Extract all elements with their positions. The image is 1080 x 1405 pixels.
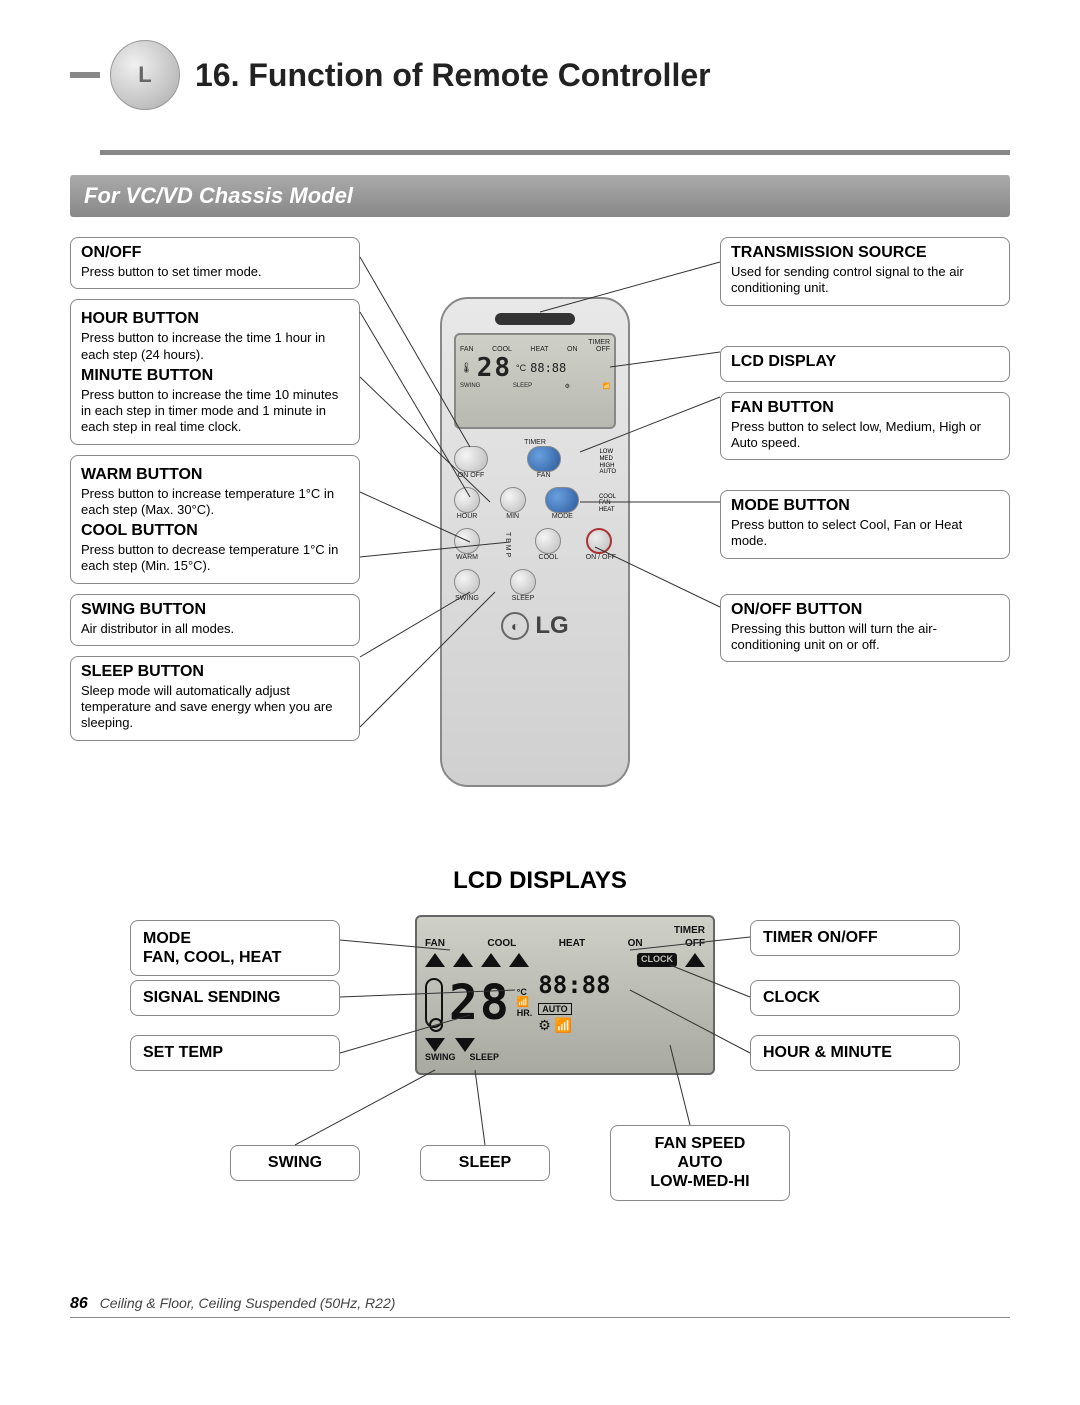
remote-controller-graphic: TIMER FAN COOL HEAT ON OFF 🌡 28 °C 88:88… <box>440 297 630 787</box>
callout-text: Air distributor in all modes. <box>81 621 349 637</box>
callout-fan: FAN BUTTON Press button to select low, M… <box>720 392 1010 461</box>
callout-transmission: TRANSMISSION SOURCE Used for sending con… <box>720 237 1010 306</box>
callout-text: Sleep mode will automatically adjust tem… <box>81 683 349 732</box>
page-footer: 86 Ceiling & Floor, Ceiling Suspended (5… <box>70 1295 1010 1318</box>
callout-title: WARM BUTTON <box>81 466 349 484</box>
callout-warm-cool: WARM BUTTON Press button to increase tem… <box>70 455 360 584</box>
sleep-button[interactable] <box>510 569 536 595</box>
left-callouts: ON/OFF Press button to set timer mode. H… <box>70 237 360 751</box>
lcd-display-graphic: TIMER FAN COOL HEAT ON OFF CLOCK 28 <box>415 915 715 1075</box>
warm-button[interactable] <box>454 528 480 554</box>
callout-title: MODE BUTTON <box>731 497 999 515</box>
page-title: 16. Function of Remote Controller <box>195 57 1010 94</box>
lcd-tag-timer: TIMER ON/OFF <box>750 920 960 956</box>
lg-coin-icon: L <box>110 40 180 110</box>
lcd-tag-settemp: SET TEMP <box>130 1035 340 1071</box>
remote-diagram-area: ON/OFF Press button to set timer mode. H… <box>70 237 1010 827</box>
callout-text: Press button to increase temperature 1°C… <box>81 486 349 519</box>
callout-text: Press button to select Cool, Fan or Heat… <box>731 517 999 550</box>
callout-hour: HOUR BUTTON Press button to increase the… <box>70 299 360 444</box>
callout-mode: MODE BUTTON Press button to select Cool,… <box>720 490 1010 559</box>
callout-title: ON/OFF <box>81 244 349 262</box>
label-timer: TIMER <box>454 439 616 446</box>
page-header: L 16. Function of Remote Controller <box>70 40 1010 110</box>
callout-lcd: LCD DISPLAY <box>720 346 1010 382</box>
callout-text: Pressing this button will turn the air-c… <box>731 621 999 654</box>
lcd-diagram-area: TIMER FAN COOL HEAT ON OFF CLOCK 28 <box>70 915 1010 1265</box>
lcd-tag-swing: SWING <box>230 1145 360 1181</box>
swing-indicator-icon <box>425 1038 445 1052</box>
callout-text: Press button to decrease temperature 1°C… <box>81 542 349 575</box>
lcd-tag-signal: SIGNAL SENDING <box>130 980 340 1016</box>
mode-button[interactable] <box>545 487 579 513</box>
callout-title: SLEEP BUTTON <box>81 663 349 681</box>
lcd-tag-sleep: SLEEP <box>420 1145 550 1181</box>
mode-indicator-icon <box>685 953 705 967</box>
swing-button[interactable] <box>454 569 480 595</box>
sleep-indicator-icon <box>455 1038 475 1052</box>
callout-title: FAN BUTTON <box>731 399 999 417</box>
callout-onoff-timer: ON/OFF Press button to set timer mode. <box>70 237 360 289</box>
callout-sleep: SLEEP BUTTON Sleep mode will automatical… <box>70 656 360 741</box>
page-number: 86 <box>70 1295 88 1312</box>
model-subtitle-bar: For VC/VD Chassis Model <box>70 175 1010 217</box>
minute-button[interactable] <box>500 487 526 513</box>
callout-text: Press button to set timer mode. <box>81 264 349 280</box>
callout-title: TRANSMISSION SOURCE <box>731 244 999 262</box>
hour-button[interactable] <box>454 487 480 513</box>
callout-text: Press button to increase the time 1 hour… <box>81 330 349 363</box>
cool-button[interactable] <box>535 528 561 554</box>
mode-indicator-icon <box>481 953 501 967</box>
ir-window-icon <box>495 313 575 325</box>
remote-lcd-mini: TIMER FAN COOL HEAT ON OFF 🌡 28 °C 88:88… <box>454 333 616 429</box>
mode-indicator-icon <box>509 953 529 967</box>
callout-text: Press button to select low, Medium, High… <box>731 419 999 452</box>
lcd-tag-clock: CLOCK <box>750 980 960 1016</box>
fan-button[interactable] <box>527 446 561 472</box>
callout-title: HOUR BUTTON <box>81 310 349 328</box>
callout-title: LCD DISPLAY <box>731 353 999 371</box>
lcd-section-title: LCD DISPLAYS <box>70 867 1010 895</box>
lcd-tag-hourmin: HOUR & MINUTE <box>750 1035 960 1071</box>
remote-brand-logo: ◐ LG <box>454 612 616 640</box>
footer-text: Ceiling & Floor, Ceiling Suspended (50Hz… <box>100 1295 396 1311</box>
remote-button-panel: TIMER ON OFF FAN LOW MED HIGH AUTO <box>454 439 616 602</box>
mode-indicator-icon <box>425 953 445 967</box>
right-callouts: TRANSMISSION SOURCE Used for sending con… <box>720 237 1010 672</box>
callout-text: Press button to increase the time 10 min… <box>81 387 349 436</box>
callout-title: ON/OFF BUTTON <box>731 601 999 619</box>
lcd-tag-mode: MODE FAN, COOL, HEAT <box>130 920 340 976</box>
power-button[interactable] <box>586 528 612 554</box>
callout-swing: SWING BUTTON Air distributor in all mode… <box>70 594 360 646</box>
header-dash <box>70 72 100 78</box>
set-temp-value: 28 <box>449 975 511 1031</box>
clock-value: 88:88 <box>538 971 610 999</box>
mode-indicator-icon <box>453 953 473 967</box>
callout-title: MINUTE BUTTON <box>81 367 349 385</box>
callout-title: COOL BUTTON <box>81 522 349 540</box>
callout-title: SWING BUTTON <box>81 601 349 619</box>
callout-onoff: ON/OFF BUTTON Pressing this button will … <box>720 594 1010 663</box>
callout-text: Used for sending control signal to the a… <box>731 264 999 297</box>
thermometer-icon <box>425 978 443 1028</box>
lcd-tag-fanspeed: FAN SPEED AUTO LOW-MED-HI <box>610 1125 790 1201</box>
lg-logo-icon: ◐ <box>501 612 529 640</box>
timer-onoff-button[interactable] <box>454 446 488 472</box>
